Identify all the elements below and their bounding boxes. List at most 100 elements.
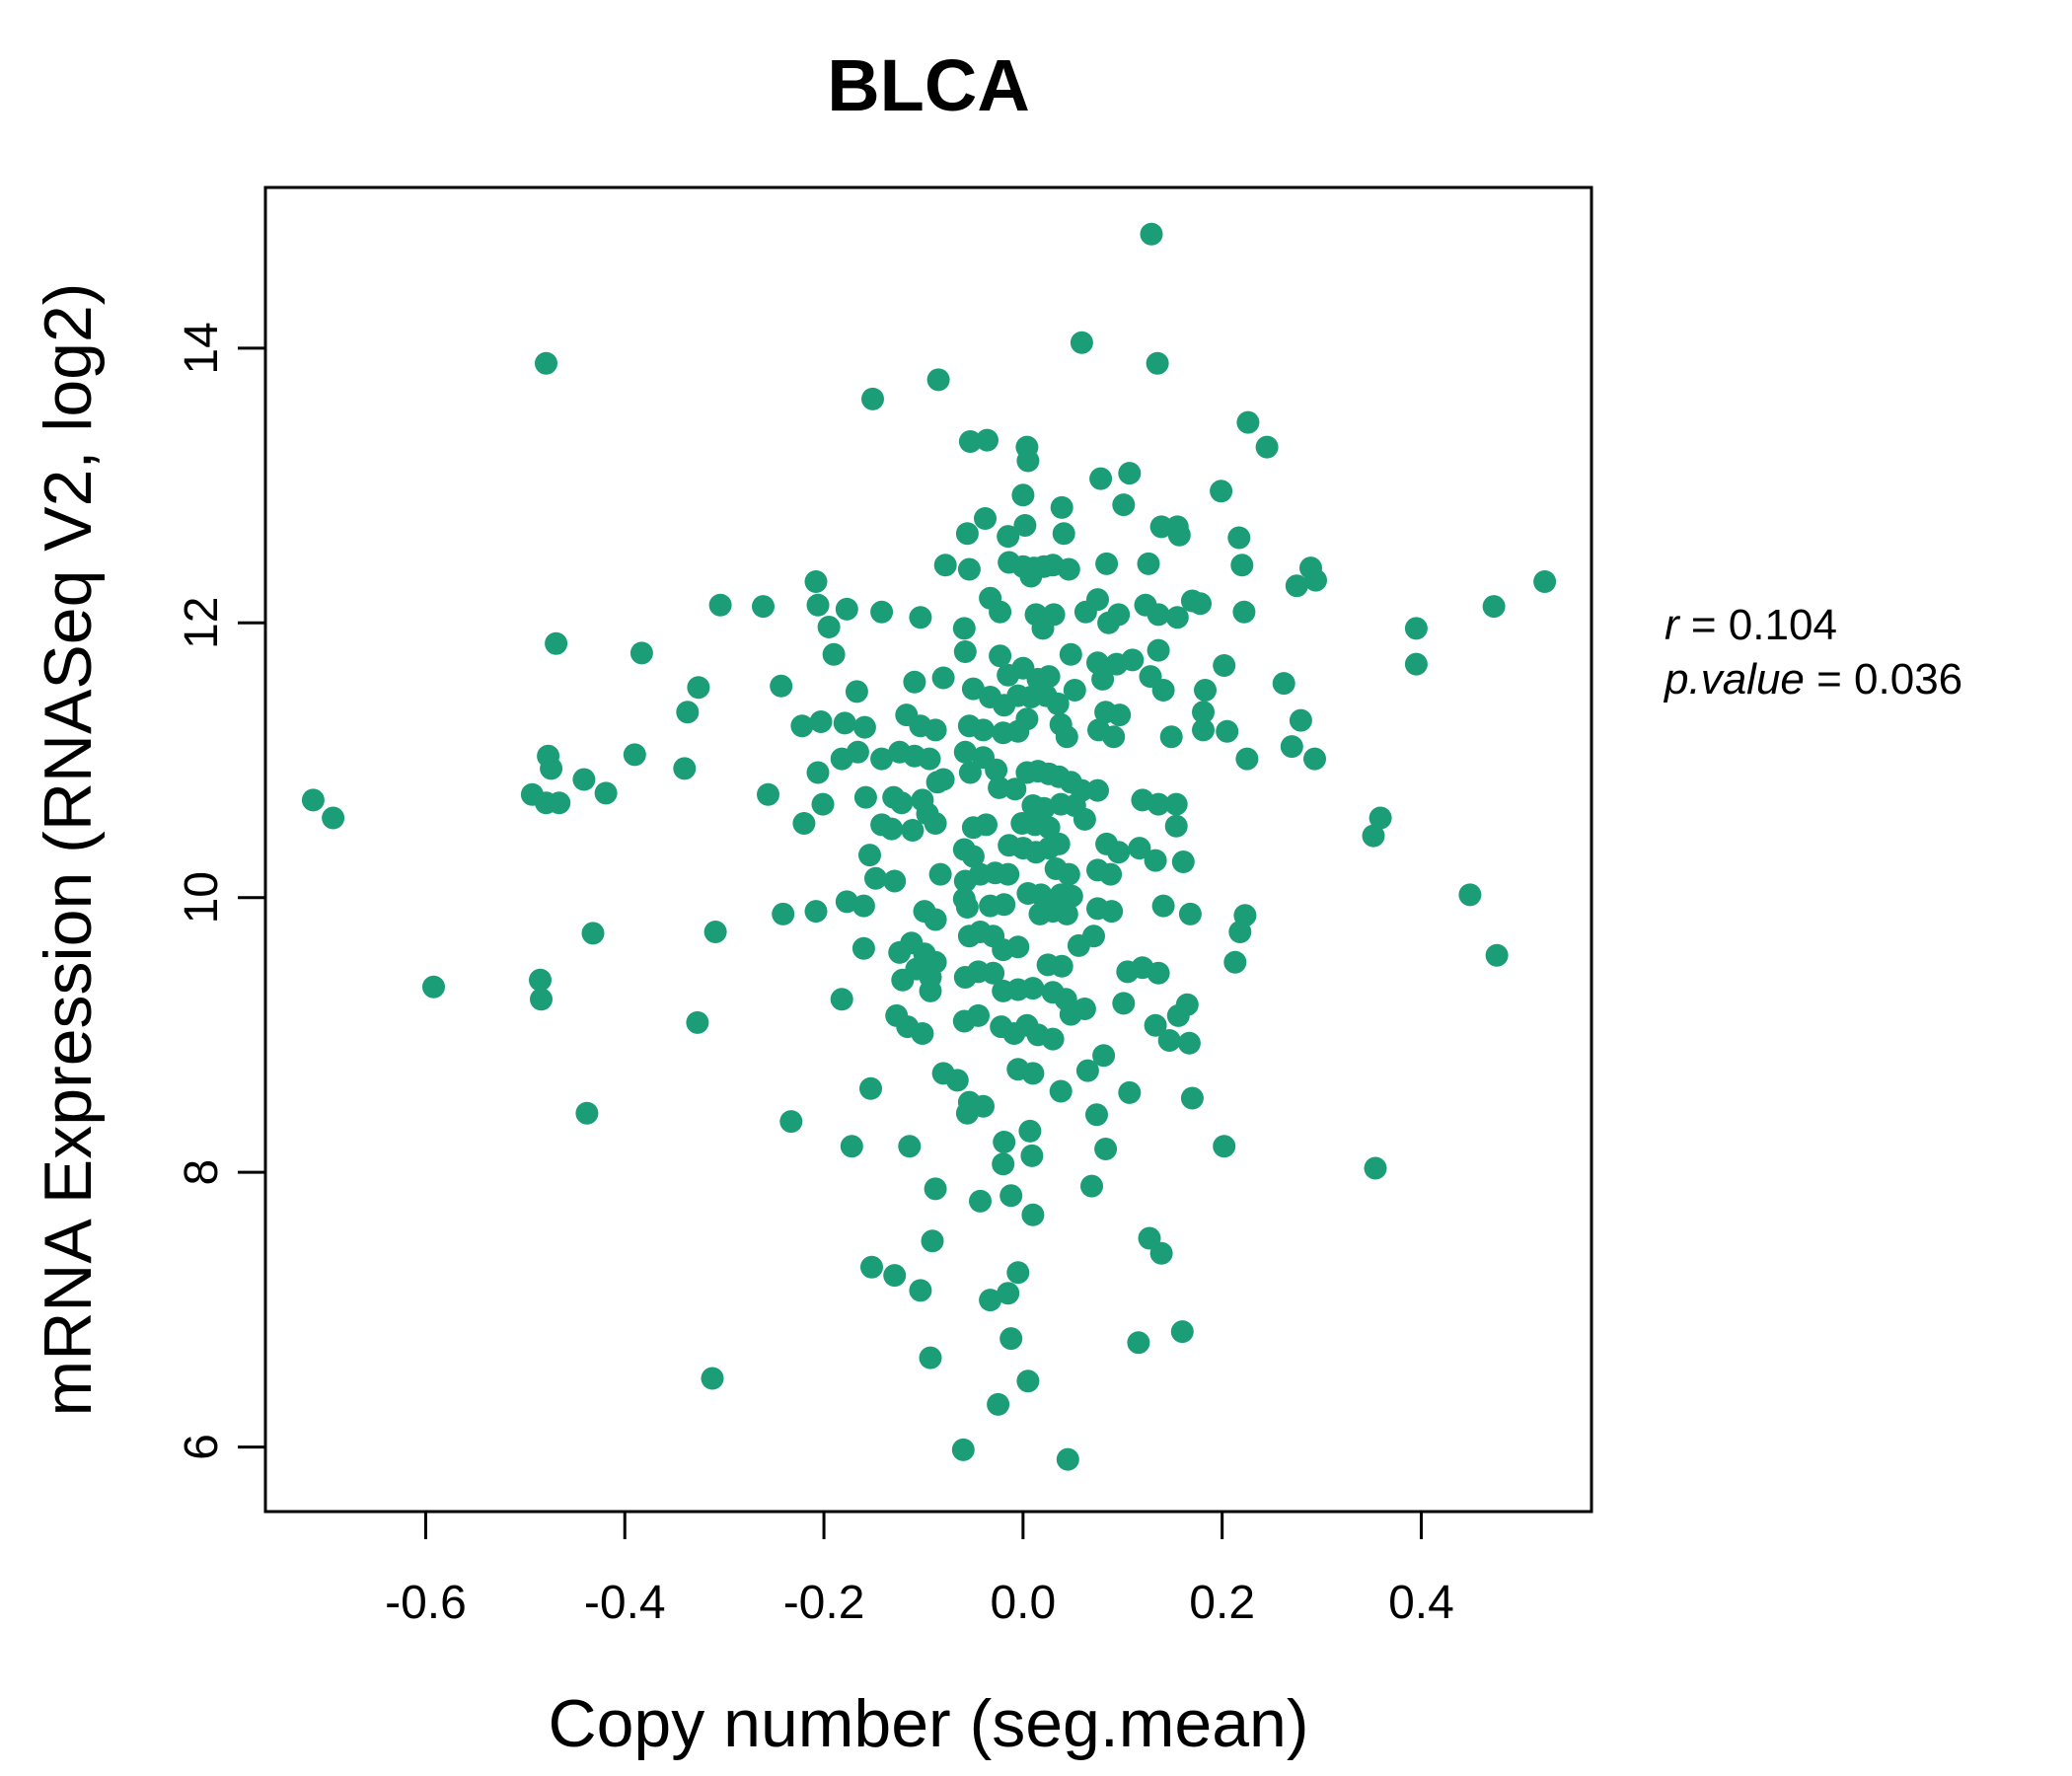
data-point (852, 715, 876, 739)
data-point (1003, 777, 1027, 801)
data-point (1037, 816, 1061, 840)
data-point (1177, 1031, 1201, 1055)
data-point (686, 1010, 709, 1034)
data-point (1107, 603, 1131, 627)
x-tick-label: 0.4 (1388, 1577, 1454, 1629)
data-point (790, 714, 814, 738)
data-point (1055, 725, 1078, 749)
data-point (1404, 652, 1428, 676)
data-point (1006, 1261, 1030, 1285)
data-point (1016, 1369, 1040, 1393)
data-point (911, 1022, 934, 1045)
data-point (901, 819, 925, 842)
data-point (1063, 679, 1086, 702)
data-point (851, 936, 875, 960)
x-axis-label: Copy number (seg.mean) (548, 1686, 1308, 1761)
data-point (1015, 707, 1039, 731)
data-point (835, 597, 858, 621)
data-point (987, 1392, 1010, 1416)
data-point (1050, 495, 1073, 519)
data-point (933, 554, 957, 577)
r-value: = 0.104 (1679, 601, 1837, 649)
data-point (1052, 522, 1075, 546)
data-point (770, 674, 793, 698)
data-point (1056, 1447, 1079, 1471)
data-point (1213, 654, 1236, 677)
data-point (804, 900, 828, 924)
data-point (1255, 435, 1279, 459)
y-tick-label: 10 (176, 871, 228, 924)
data-point (1013, 514, 1037, 537)
data-point (1073, 807, 1096, 831)
data-point (861, 387, 884, 410)
data-point (1060, 884, 1083, 908)
data-point (924, 718, 947, 742)
data-point (581, 922, 605, 945)
data-point (772, 902, 795, 925)
data-point (572, 768, 596, 791)
data-point (545, 631, 568, 655)
data-point (1213, 1135, 1236, 1158)
data-point (535, 351, 557, 375)
data-point (687, 676, 710, 700)
data-point (918, 747, 941, 771)
data-point (1180, 1086, 1204, 1110)
data-point (779, 1110, 803, 1134)
data-point (817, 616, 841, 638)
data-point (1157, 1029, 1181, 1052)
data-point (992, 1152, 1015, 1176)
data-point (976, 428, 999, 452)
data-point (1194, 679, 1217, 702)
data-point (623, 743, 646, 767)
data-point (1118, 462, 1142, 485)
data-point (811, 792, 835, 816)
data-point (1285, 574, 1308, 598)
data-point (951, 1438, 975, 1461)
data-point (1047, 832, 1071, 855)
data-point (1094, 1138, 1118, 1160)
data-point (809, 710, 833, 733)
data-point (1100, 900, 1124, 924)
data-point (909, 606, 932, 629)
data-point (422, 975, 445, 999)
data-point (921, 1229, 944, 1253)
data-point (1147, 792, 1170, 816)
data-point (1149, 515, 1173, 539)
data-point (1137, 552, 1160, 575)
data-point (1112, 992, 1136, 1015)
data-point (1151, 894, 1175, 918)
pvalue-annotation: p.value = 0.036 (1663, 655, 1962, 703)
x-tick-label: -0.6 (385, 1577, 467, 1629)
data-point (1178, 902, 1202, 925)
data-point (870, 747, 894, 771)
data-point (1070, 331, 1093, 354)
data-point (1075, 1059, 1099, 1082)
data-point (1147, 961, 1170, 985)
pvalue-value: = 0.036 (1805, 655, 1962, 703)
data-point (1029, 883, 1053, 907)
data-point (999, 1327, 1023, 1351)
data-point (953, 740, 977, 764)
data-point (806, 593, 830, 617)
data-point (1189, 592, 1212, 616)
data-point (529, 968, 552, 992)
data-point (955, 522, 979, 546)
data-point (1006, 935, 1030, 959)
data-point (961, 677, 985, 701)
data-point (1105, 652, 1129, 676)
data-point (1404, 617, 1428, 640)
data-point (924, 908, 947, 931)
data-point (1046, 692, 1070, 715)
y-tick-label: 12 (176, 597, 228, 649)
data-point (1216, 719, 1239, 743)
data-point (673, 757, 697, 780)
data-point (924, 812, 947, 835)
data-point (1127, 1331, 1150, 1355)
data-point (1289, 708, 1312, 732)
data-point (1482, 595, 1506, 619)
data-point (1059, 642, 1082, 666)
data-point (1049, 1079, 1073, 1103)
data-point (997, 1282, 1020, 1305)
data-point (997, 862, 1020, 886)
data-point (1164, 792, 1188, 816)
